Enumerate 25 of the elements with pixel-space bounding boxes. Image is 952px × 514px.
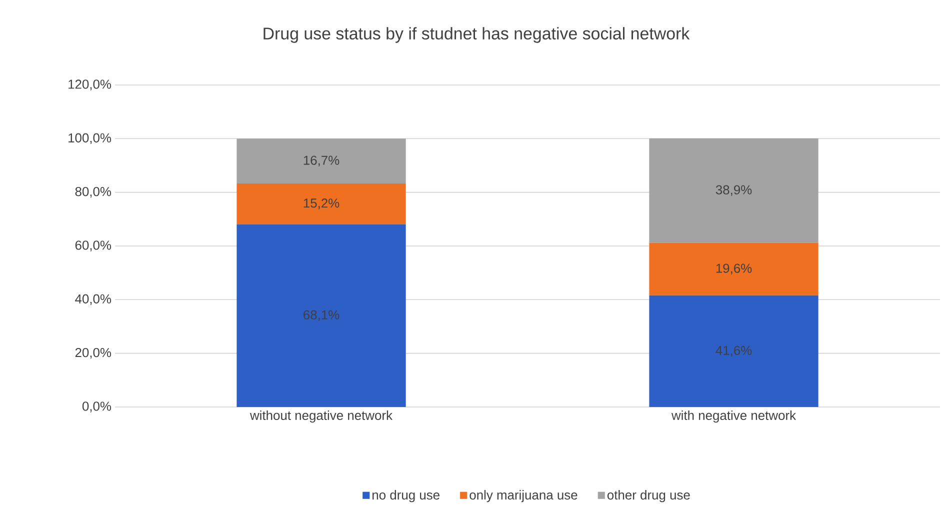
y-tick-label: 80,0% xyxy=(75,186,112,198)
legend-label: no drug use xyxy=(372,490,440,502)
data-label: 19,6% xyxy=(716,264,752,274)
bar xyxy=(236,224,406,407)
x-tick-label: without negative network xyxy=(250,410,393,423)
y-tick-label: 100,0% xyxy=(68,133,112,144)
y-tick-label: 120,0% xyxy=(68,80,112,90)
bar xyxy=(649,295,818,407)
bar xyxy=(236,183,406,224)
legend-label: only marijuana use xyxy=(470,490,578,502)
bar xyxy=(649,242,818,296)
legend-label: other drug use xyxy=(607,490,690,502)
bar xyxy=(649,138,818,243)
y-tick-label: 40,0% xyxy=(75,294,112,305)
data-label: 38,9% xyxy=(716,185,752,196)
y-tick-label: 0,0% xyxy=(82,402,112,412)
data-label: 16,7% xyxy=(304,156,340,166)
chart-title: Drug use status by if studnet has negative social network xyxy=(264,27,690,43)
x-tick-label: with negative network xyxy=(671,410,796,423)
y-tick-label: 60,0% xyxy=(75,240,112,252)
y-tick-label: 20,0% xyxy=(75,348,112,359)
data-label: 68,1% xyxy=(304,310,340,321)
data-label: 15,2% xyxy=(304,198,340,210)
bar xyxy=(236,138,406,184)
data-label: 41,6% xyxy=(716,346,752,357)
